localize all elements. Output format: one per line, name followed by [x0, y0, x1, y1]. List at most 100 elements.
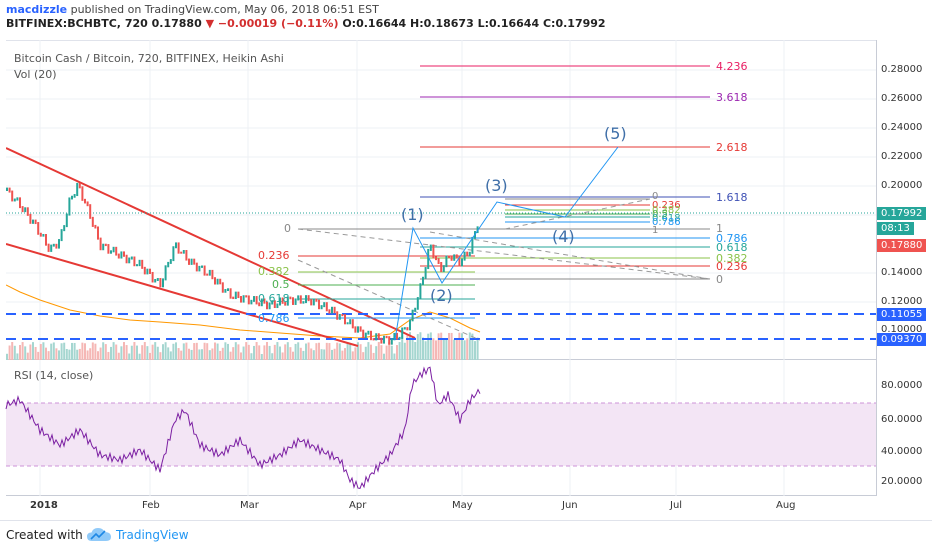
candle	[463, 251, 466, 261]
volume-bar	[117, 352, 120, 360]
tradingview-brand-link[interactable]: TradingView	[116, 528, 189, 542]
candle	[359, 326, 362, 332]
volume-bar	[388, 342, 391, 360]
candle	[424, 267, 427, 279]
volume-bar	[286, 342, 289, 360]
volume-bar	[463, 340, 466, 360]
candle	[52, 243, 55, 247]
volume-bar	[429, 332, 432, 360]
candle	[266, 301, 268, 310]
fib-extension-lines	[420, 65, 710, 280]
candle	[458, 256, 461, 267]
volume-bar	[416, 334, 419, 360]
volume-bar	[266, 342, 268, 360]
volume-bar	[84, 343, 86, 360]
candle	[91, 216, 94, 227]
candle	[117, 253, 120, 259]
volume-bar	[255, 342, 258, 360]
fib-retracement-lines	[298, 228, 475, 319]
volume-bar	[299, 347, 302, 360]
volume-bar	[32, 342, 34, 360]
volume-bar	[13, 345, 16, 360]
volume-bar	[268, 345, 271, 360]
candle	[78, 182, 81, 189]
fib-small-lines	[505, 198, 650, 230]
candle	[346, 322, 349, 325]
high-value: 0.18673	[423, 17, 474, 30]
candle	[68, 197, 71, 216]
candle	[307, 295, 310, 302]
candle	[29, 213, 32, 224]
candle	[169, 259, 172, 264]
level-badge-1: 0.11055	[877, 308, 927, 321]
volume-bar	[6, 353, 8, 360]
volume-bar	[154, 342, 157, 360]
volume-bar	[125, 345, 128, 360]
retr-label-05: 0.5	[272, 278, 290, 291]
candle	[364, 332, 367, 339]
chart-drawing: 4.236 3.618 2.618 1.618 1 0.786 0.618 0.…	[5, 40, 876, 496]
candle	[442, 265, 445, 273]
candle	[437, 258, 440, 265]
volume-bar	[427, 333, 430, 360]
candle	[190, 258, 193, 265]
candle	[240, 296, 242, 303]
volume-bar	[406, 334, 409, 360]
candle	[263, 298, 266, 304]
volume-bar	[123, 342, 125, 360]
small-label-0: 0	[652, 191, 658, 202]
volume-bar	[448, 332, 450, 360]
volume-bar	[367, 342, 370, 360]
candle	[216, 278, 219, 285]
fib-label-0382: 0.382	[716, 252, 748, 265]
volume-bar	[76, 349, 79, 360]
volume-bar	[146, 346, 149, 360]
wave-labels: (1) (2) (3) (4) (5)	[401, 124, 627, 305]
candle	[6, 187, 8, 191]
candle	[453, 254, 456, 261]
volume-bar	[156, 346, 159, 360]
candle	[333, 306, 336, 314]
price-axis[interactable]	[876, 40, 932, 496]
candle	[141, 259, 144, 269]
volume-bar	[234, 342, 237, 360]
volume-bar	[370, 344, 372, 360]
volume-bar	[206, 343, 209, 360]
candle	[341, 314, 344, 317]
candle	[250, 299, 253, 305]
volume-bar	[318, 342, 320, 360]
volume-bar	[398, 342, 401, 360]
candle	[76, 182, 79, 197]
candle	[224, 289, 227, 293]
candle	[208, 269, 211, 276]
candle	[328, 309, 331, 314]
candle	[372, 338, 375, 341]
volume-bar	[232, 347, 235, 360]
volume-bar	[164, 342, 167, 360]
wave-label-1: (1)	[401, 205, 424, 224]
price-tick: 0.20000	[881, 180, 923, 191]
candle	[419, 283, 422, 300]
symbol: BITFINEX:BCHBTC, 720	[6, 17, 148, 30]
volume-bar	[99, 347, 102, 360]
volume-bar	[271, 353, 274, 360]
volume-bar	[177, 348, 180, 360]
rsi-tick: 20.0000	[881, 476, 923, 487]
volume-bar	[237, 344, 240, 360]
volume-bar	[253, 345, 255, 360]
volume-bar	[289, 347, 292, 360]
last-price: 0.17880	[151, 17, 202, 30]
candle	[115, 246, 118, 256]
candle	[276, 303, 279, 309]
candle	[167, 261, 170, 268]
candle	[65, 213, 68, 228]
rsi-pane[interactable]	[6, 362, 876, 496]
volume-bar	[182, 343, 185, 360]
author-name[interactable]: macdizzle	[6, 3, 68, 16]
candle	[325, 302, 328, 312]
volume-bar	[73, 342, 76, 360]
volume-bar	[169, 351, 172, 360]
retr-label-0236: 0.236	[258, 249, 290, 262]
volume-bar	[110, 346, 112, 360]
volume-bar	[458, 332, 461, 360]
